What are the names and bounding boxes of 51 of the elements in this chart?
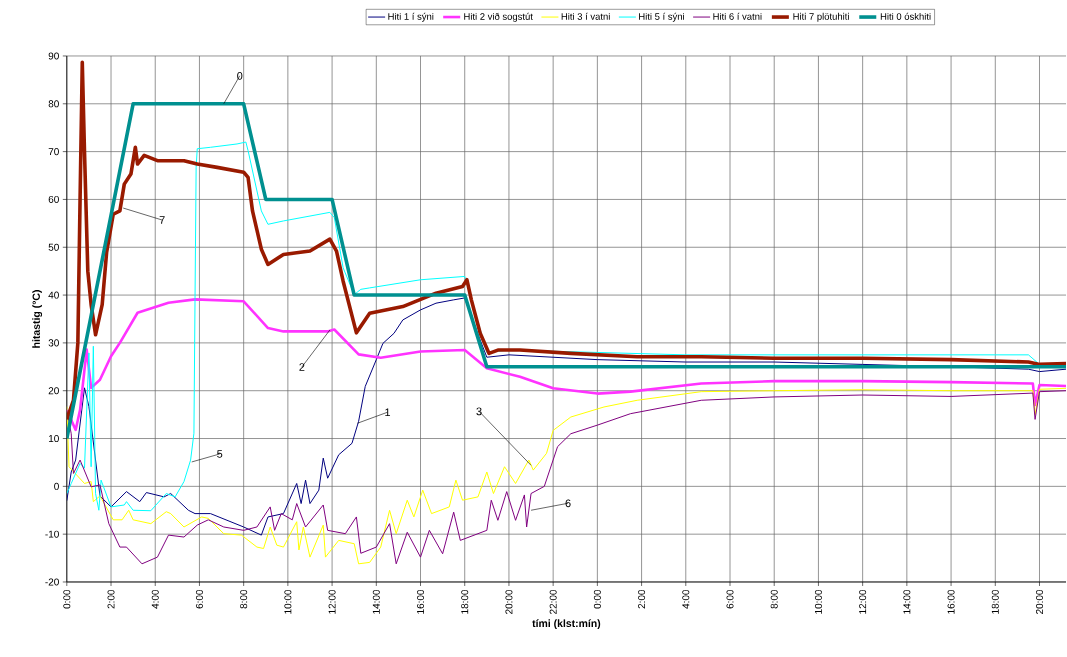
x-tick-label: 18:00 [461, 589, 469, 614]
x-tick-label: 2:00 [107, 589, 115, 609]
y-tick-label: 40 [48, 291, 59, 299]
x-tick-label: 8:00 [240, 589, 248, 609]
x-tick-label: 2:00 [638, 589, 646, 609]
annotation: 7 [159, 216, 165, 224]
annotation: 6 [565, 499, 571, 508]
x-tick-label: 16:00 [947, 589, 955, 614]
legend-label: Hiti 1 í sýni [388, 12, 434, 22]
y-axis-title: hitastig (°C) [32, 290, 43, 348]
x-tick-label: 14:00 [903, 589, 911, 614]
annotation: 1 [385, 408, 391, 416]
legend-label: Hiti 7 plötuhiti [793, 12, 849, 22]
y-tick-label: 70 [48, 148, 59, 156]
y-tick-label: 0 [54, 482, 59, 490]
annotation: 2 [299, 363, 305, 371]
y-tick-label: 10 [48, 435, 59, 443]
x-axis-title: tími (klst:mín) [532, 619, 601, 630]
legend-label: Hiti 6 í vatni [713, 12, 762, 20]
x-tick-label: 12:00 [328, 589, 336, 614]
x-tick-label: 8:00 [770, 589, 778, 609]
x-tick-label: 22:00 [549, 589, 557, 614]
x-tick-label: 16:00 [416, 589, 425, 614]
y-tick-label: 20 [48, 387, 59, 395]
y-tick-label: -10 [45, 530, 59, 538]
annotation: 3 [476, 407, 482, 416]
x-tick-label: 20:00 [1035, 589, 1044, 614]
x-tick-label: 14:00 [372, 589, 380, 614]
annotation: 5 [217, 450, 223, 458]
x-tick-label: 12:00 [859, 589, 867, 614]
x-tick-label: 0:00 [593, 589, 601, 609]
y-tick-label: 50 [48, 243, 59, 251]
annotation: 0 [237, 71, 243, 80]
legend-label: Hiti 2 við sogstút [464, 12, 533, 22]
legend-label: Hiti 0 óskhiti [880, 12, 931, 20]
legend-label: Hiti 3 í vatni [561, 12, 610, 20]
y-tick-label: 60 [48, 195, 59, 203]
y-tick-label: 90 [48, 52, 59, 60]
x-tick-label: 10:00 [814, 589, 822, 614]
y-tick-label: 80 [48, 100, 59, 108]
x-tick-label: 18:00 [991, 589, 999, 614]
x-tick-label: 20:00 [505, 589, 513, 614]
y-tick-label: -20 [45, 578, 59, 586]
legend-label: Hiti 5 í sýni [639, 12, 684, 22]
x-tick-label: 4:00 [682, 589, 690, 609]
x-tick-label: 6:00 [726, 589, 734, 609]
x-tick-label: 6:00 [195, 589, 203, 609]
x-tick-label: 4:00 [151, 589, 159, 609]
x-tick-label: 10:00 [284, 589, 292, 614]
y-tick-label: 30 [48, 339, 59, 347]
x-tick-label: 0:00 [63, 589, 71, 609]
